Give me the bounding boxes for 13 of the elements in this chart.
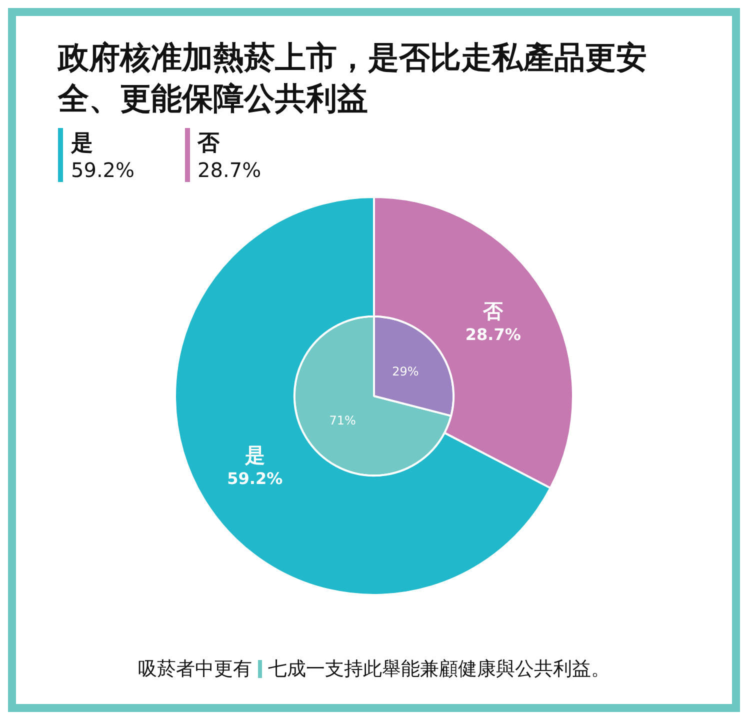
data-label: 29% xyxy=(392,364,419,379)
data-label: 71% xyxy=(329,413,356,428)
text: 28.7% xyxy=(198,158,262,182)
text: 七成一支持此舉能兼顧健康與公共利益。 xyxy=(268,657,610,682)
data-label: 28.7% xyxy=(465,324,521,344)
text: 59.2% xyxy=(227,469,283,488)
data-label: 59.2% xyxy=(71,158,135,182)
slice-label: 否 xyxy=(482,298,504,323)
chart-title: 政府核准加熱菸上市，是否比走私產品更安全、更能保障公共利益 xyxy=(56,39,648,119)
slice-label: 是 xyxy=(71,130,94,158)
slice-label: 是 xyxy=(244,443,265,468)
category-label: 否 xyxy=(198,131,220,156)
text: 吸菸者中更有 xyxy=(138,657,252,682)
